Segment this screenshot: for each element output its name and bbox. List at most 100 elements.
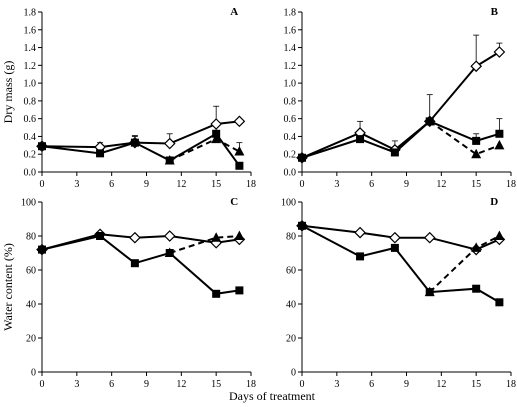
y-tick-label: 20 (26, 334, 36, 345)
y-tick-label: 1.6 (24, 25, 37, 36)
series-line (41, 132, 241, 167)
triangle-marker (471, 242, 482, 252)
square-marker (356, 135, 365, 144)
square-marker (212, 289, 221, 298)
triangle-marker (424, 115, 435, 126)
x-tick-label: 15 (211, 179, 221, 190)
panel-label: C (230, 196, 238, 208)
panel-d: 0 20 40 60 80 100 0 3 6 9 12 15 18 D (281, 196, 516, 390)
diamond-marker (233, 115, 246, 128)
panel-b: 0.0 0.2 0.4 0.6 0.8 1.0 1.2 1.4 1.6 1.8 0 3 6 9 12 15 18… (284, 6, 517, 190)
y-tick-label: 0.2 (24, 150, 37, 161)
y-tick-label: 1.8 (24, 8, 37, 19)
x-tick-label: 3 (74, 379, 79, 390)
x-tick-label: 0 (300, 179, 305, 190)
square-marker (390, 243, 399, 252)
y-tick-label: 0.6 (24, 114, 37, 125)
series-line (41, 120, 240, 149)
diamond-marker (493, 46, 506, 58)
x-tick-label: 3 (74, 179, 79, 190)
square-marker (298, 153, 306, 162)
square-marker (390, 148, 399, 157)
y-tick-label: 1.4 (284, 43, 297, 54)
y-tick-label: 100 (281, 198, 296, 209)
square-marker (38, 245, 46, 254)
y-tick-label: 40 (26, 300, 36, 311)
triangle-marker (211, 232, 222, 242)
x-tick-label: 15 (471, 379, 481, 390)
triangle-marker (424, 286, 435, 297)
square-marker (472, 136, 481, 145)
square-marker (130, 138, 139, 147)
x-tick-label: 15 (471, 179, 481, 190)
x-tick-label: 0 (40, 379, 45, 390)
diamond-marker (423, 231, 436, 244)
diamond-marker (163, 230, 176, 242)
diamond-marker (389, 231, 401, 244)
y-tick-label: 1.8 (284, 8, 297, 19)
y-tick-label: 0 (291, 368, 296, 379)
x-tick-label: 18 (246, 379, 256, 390)
y-tick-label: 80 (286, 232, 296, 243)
x-tick-label: 12 (176, 379, 186, 390)
y-tick-label: 0.0 (284, 168, 297, 179)
square-marker (235, 161, 244, 170)
y-axis-title-bottom: Water content (%) (1, 243, 15, 331)
y-tick-label: 0.4 (284, 132, 297, 143)
x-tick-label: 6 (109, 179, 114, 190)
x-tick-label: 6 (109, 379, 114, 390)
x-tick-label: 9 (404, 379, 409, 390)
dashed-series-line (169, 235, 240, 254)
x-axis-title: Days of treatment (229, 389, 316, 403)
square-marker (96, 149, 105, 158)
square-marker (495, 298, 504, 307)
panel-label: A (230, 6, 238, 18)
x-tick-label: 15 (211, 379, 221, 390)
x-tick-label: 18 (506, 379, 516, 390)
y-tick-label: 1.4 (24, 43, 37, 54)
x-tick-label: 12 (436, 379, 446, 390)
triangle-marker (471, 148, 482, 159)
diamond-marker (470, 60, 483, 73)
y-tick-label: 0 (31, 368, 36, 379)
panel-c: 0 20 40 60 80 100 0 3 6 9 12 15 18 C (21, 196, 256, 390)
series-line (41, 234, 240, 295)
x-tick-label: 9 (404, 179, 409, 190)
y-tick-label: 100 (21, 198, 36, 209)
y-tick-label: 1.0 (284, 79, 297, 90)
triangle-marker (234, 146, 245, 156)
dashed-series-line (429, 120, 500, 156)
panel-a: 0.0 0.2 0.4 0.6 0.8 1.0 1.2 1.4 1.6 1.8 0 3 6 9 12 15 18… (24, 6, 257, 190)
triangle-marker (234, 230, 245, 240)
x-tick-label: 9 (144, 379, 149, 390)
y-tick-label: 20 (286, 334, 296, 345)
y-tick-label: 1.2 (24, 61, 37, 72)
x-tick-label: 18 (506, 179, 516, 190)
y-tick-label: 40 (286, 300, 296, 311)
x-tick-label: 12 (436, 179, 446, 190)
square-marker (298, 221, 306, 230)
x-tick-label: 12 (176, 179, 186, 190)
x-tick-label: 3 (334, 179, 339, 190)
x-tick-label: 6 (369, 379, 374, 390)
diamond-marker (354, 226, 366, 239)
y-tick-label: 0.0 (24, 168, 37, 179)
panel-label: D (490, 196, 498, 208)
y-tick-label: 60 (286, 266, 296, 277)
triangle-marker (494, 139, 505, 150)
panel-label: B (491, 6, 499, 18)
square-marker (38, 142, 46, 151)
series-line (301, 120, 500, 159)
y-tick-label: 0.6 (284, 114, 297, 125)
y-tick-label: 1.0 (24, 79, 37, 90)
square-marker (495, 129, 504, 138)
y-tick-label: 0.2 (284, 150, 297, 161)
square-marker (356, 252, 365, 261)
diamond-marker (129, 231, 141, 244)
y-tick-label: 1.2 (284, 61, 297, 72)
x-tick-label: 9 (144, 179, 149, 190)
y-tick-label: 0.4 (24, 132, 37, 143)
triangle-marker (211, 133, 222, 144)
triangle-marker (494, 230, 505, 240)
